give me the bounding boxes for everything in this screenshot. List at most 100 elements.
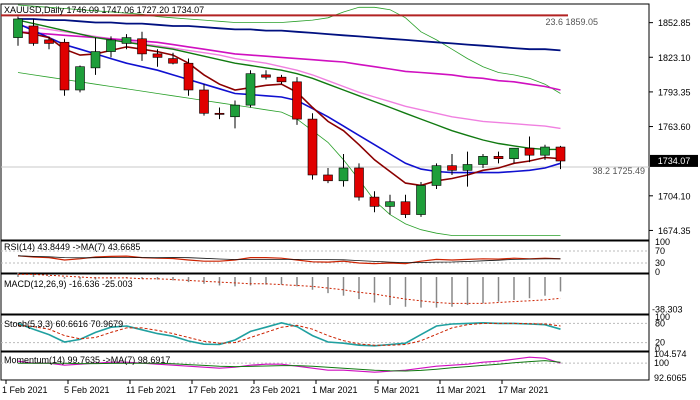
candle-body (323, 174, 333, 182)
candle (385, 194, 395, 215)
date-label: 5 Mar 2021 (374, 385, 420, 395)
momentum-label: Momentum(14) 99.7635 ->MA(7) 98.6917 (4, 355, 170, 365)
price-axis[interactable]: 1852.85 1823.10 1793.35 1763.60 1704.10 1674.… (649, 18, 698, 236)
indicator-overlays (17, 4, 561, 236)
candle (28, 18, 39, 46)
candle-body (307, 118, 318, 176)
rsi-panel-frame (0, 240, 650, 274)
candle-body (292, 81, 302, 120)
ma-green-line (17, 19, 561, 151)
date-label: 1 Feb 2021 (2, 385, 48, 395)
candle (540, 144, 550, 160)
ma-blue-line (17, 22, 561, 174)
macd-scale: -38.303 (652, 305, 683, 315)
candle-body (540, 146, 550, 156)
price-tick-label: 1704.10 (658, 191, 691, 201)
candle-body (354, 167, 364, 198)
momentum-tick-label: 100 (654, 358, 669, 368)
rsi-label: RSI(14) 43.8449 ->MA(7) 43.6685 (4, 242, 140, 252)
candle (106, 36, 116, 58)
candle-body (137, 38, 147, 55)
candle-body (245, 73, 256, 106)
momentum-ma-line (18, 360, 561, 372)
rsi-ma-line (17, 255, 561, 264)
candle (354, 163, 364, 201)
price-panel[interactable]: XAUUSD,Daily 1746.09 1747.06 1727.20 173… (0, 3, 650, 241)
macd-label: MACD(12,26,9) -16.636 -25.003 (4, 279, 133, 289)
price-tick-label: 1793.35 (658, 87, 691, 97)
candle (183, 58, 194, 96)
candle (416, 181, 426, 217)
candle (59, 38, 70, 96)
candle (214, 107, 225, 120)
momentum-panel-frame (0, 351, 650, 381)
candle (121, 34, 132, 50)
candle (462, 151, 473, 187)
candle-body (447, 165, 457, 171)
stochastic-tick-label: 100 (655, 312, 670, 322)
symbol-header: XAUUSD,Daily 1746.09 1747.06 1727.20 173… (4, 5, 204, 15)
candle (431, 163, 442, 189)
stochastic-signal-line (17, 322, 561, 346)
candle-body (28, 25, 39, 44)
candle (509, 147, 519, 164)
ma-magenta-line (17, 31, 561, 91)
candle-body (106, 39, 116, 52)
candle-body (431, 165, 442, 186)
date-label: 17 Feb 2021 (188, 385, 239, 395)
price-tick-label: 1852.85 (658, 18, 691, 28)
momentum-panel[interactable]: Momentum(14) 99.7635 ->MA(7) 98.6917 104… (0, 349, 687, 383)
candle (261, 70, 271, 80)
candle-body (90, 51, 101, 69)
macd-panel[interactable]: MACD(12,26,9) -16.636 -25.003 -38.303 (0, 272, 683, 315)
candle (493, 151, 504, 164)
date-label: 17 Mar 2021 (498, 385, 549, 395)
candle-body (493, 156, 504, 159)
macd-tick-label: -38.303 (652, 305, 683, 315)
rsi-tick-label: 70 (655, 246, 665, 256)
candle (555, 145, 566, 170)
candle-body (75, 66, 85, 91)
candle (478, 154, 488, 168)
momentum-tick-label: 92.6065 (654, 373, 687, 383)
current-price-marker (650, 154, 698, 167)
macd-panel-frame (0, 273, 650, 315)
candle-body (168, 58, 178, 64)
candle-body (44, 39, 54, 44)
stochastic-tick-label: 0 (655, 344, 660, 354)
candle-body (555, 146, 566, 162)
date-label: 23 Feb 2021 (250, 385, 301, 395)
price-panel-frame (0, 3, 650, 241)
price-tick-label: 1823.10 (658, 53, 691, 63)
price-tick-label: 1763.60 (658, 122, 691, 132)
bollinger-lower-line (17, 72, 561, 236)
candle-body (152, 53, 163, 58)
candle (369, 191, 380, 213)
current-price-label: 1734.07 (658, 156, 691, 166)
candle-body (524, 147, 535, 156)
price-tick-label: 1674.35 (658, 226, 691, 236)
candle-body (385, 201, 395, 207)
date-label: 11 Mar 2021 (436, 385, 486, 395)
stochastic-label: Stoch(5,3,3) 60.6616 70.9679 (4, 319, 123, 329)
macd-signal-line (18, 273, 561, 304)
candle-body (276, 76, 287, 83)
candle (245, 70, 256, 108)
candlesticks (13, 16, 566, 219)
stochastic-tick-label: 80 (655, 318, 665, 328)
candle-body (400, 201, 411, 215)
candle-body (214, 112, 225, 115)
candle (292, 77, 302, 125)
stochastic-panel-frame (0, 314, 650, 352)
candle-body (369, 196, 380, 207)
candle (338, 154, 349, 187)
candle (524, 136, 535, 163)
date-label: 1 Mar 2021 (312, 385, 358, 395)
candle (75, 65, 85, 93)
bollinger-upper-line (17, 4, 561, 94)
